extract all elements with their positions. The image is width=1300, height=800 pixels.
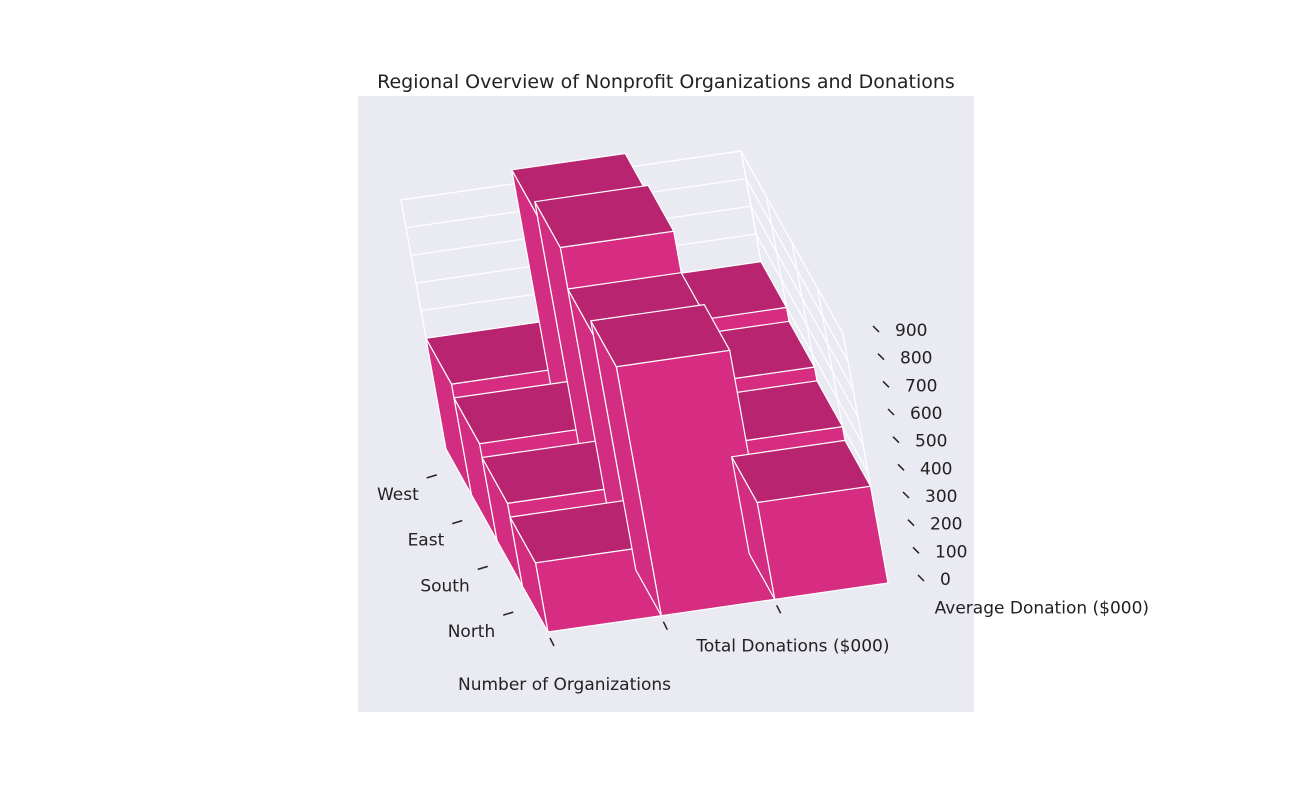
z-tick-label: 900 (895, 321, 927, 341)
z-tick-label: 700 (905, 376, 937, 396)
metric-label: Average Donation ($000) (935, 598, 1149, 618)
z-tick-label: 200 (930, 515, 962, 535)
region-label: South (420, 576, 469, 596)
region-label: West (377, 485, 419, 505)
z-tick-label: 600 (910, 404, 942, 424)
bar-front-face (757, 486, 888, 599)
metric-label: Total Donations ($000) (695, 637, 889, 657)
z-tick-label: 400 (920, 459, 952, 479)
metric-label: Number of Organizations (458, 675, 671, 695)
z-tick-label: 100 (935, 542, 967, 562)
region-label: North (448, 622, 496, 642)
z-tick-label: 500 (915, 432, 947, 452)
region-label: East (408, 531, 445, 551)
z-tick-label: 0 (940, 570, 951, 590)
z-tick-label: 300 (925, 487, 957, 507)
chart-title: Regional Overview of Nonprofit Organizat… (377, 71, 955, 93)
z-tick-label: 800 (900, 349, 932, 369)
